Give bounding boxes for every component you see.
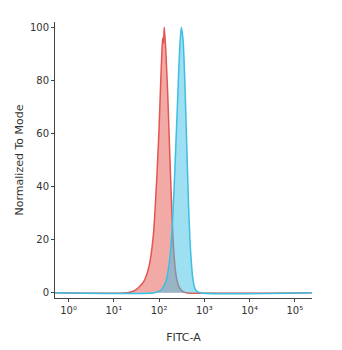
svg-text:40: 40 <box>36 181 49 192</box>
svg-text:10²: 10² <box>151 305 168 316</box>
svg-text:FITC-A: FITC-A <box>166 331 201 344</box>
svg-text:10⁰: 10⁰ <box>60 305 77 316</box>
svg-text:Normalized To Mode: Normalized To Mode <box>13 104 26 215</box>
svg-text:60: 60 <box>36 128 49 139</box>
svg-text:10⁵: 10⁵ <box>286 305 303 316</box>
svg-text:100: 100 <box>30 22 49 33</box>
svg-text:20: 20 <box>36 234 49 245</box>
svg-text:10¹: 10¹ <box>105 305 122 316</box>
svg-text:10⁴: 10⁴ <box>241 305 258 316</box>
svg-text:10³: 10³ <box>196 305 213 316</box>
svg-text:0: 0 <box>43 287 49 298</box>
svg-text:80: 80 <box>36 75 49 86</box>
